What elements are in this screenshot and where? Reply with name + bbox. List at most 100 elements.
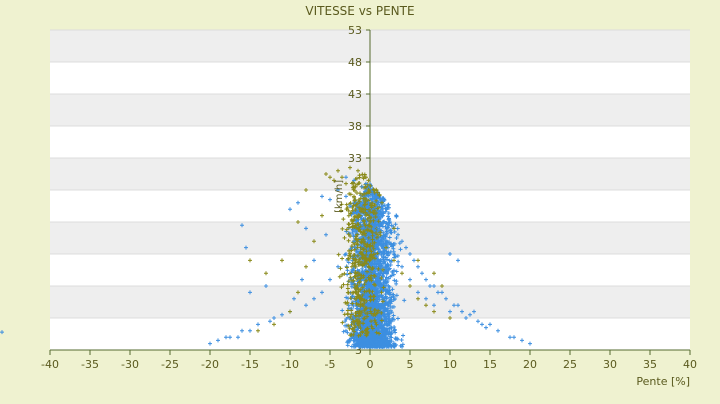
data-point xyxy=(381,342,386,347)
data-point xyxy=(380,273,385,278)
data-point xyxy=(381,251,386,256)
x-tick-label: -15 xyxy=(241,358,259,371)
data-point xyxy=(385,322,390,327)
data-point xyxy=(444,296,448,301)
data-point xyxy=(391,246,396,251)
data-point xyxy=(408,277,412,282)
data-point xyxy=(356,215,361,220)
data-point xyxy=(369,319,374,324)
data-point xyxy=(374,322,379,327)
data-point xyxy=(394,293,399,298)
data-point xyxy=(280,312,284,317)
data-point xyxy=(448,252,452,256)
data-point xyxy=(353,184,358,189)
data-point xyxy=(366,235,371,240)
data-point xyxy=(344,175,348,180)
data-point xyxy=(376,317,381,322)
data-point xyxy=(391,292,396,297)
data-point xyxy=(416,258,420,263)
chart-title: VITESSE vs PENTE xyxy=(305,4,414,18)
data-point xyxy=(368,239,372,244)
data-point xyxy=(369,267,374,272)
data-point xyxy=(366,256,371,261)
data-point xyxy=(358,296,363,301)
data-point xyxy=(432,303,436,308)
data-point xyxy=(351,218,356,223)
data-point xyxy=(369,278,374,283)
data-point xyxy=(378,230,383,235)
data-point xyxy=(364,332,369,337)
data-point xyxy=(360,184,364,189)
data-point xyxy=(520,338,524,343)
data-point xyxy=(356,273,361,278)
data-point xyxy=(376,247,381,252)
data-point xyxy=(371,273,376,278)
data-point xyxy=(356,168,360,173)
data-point xyxy=(320,213,324,218)
data-point xyxy=(381,210,386,215)
data-point xyxy=(375,259,380,264)
x-tick-label: 5 xyxy=(407,358,414,371)
data-point xyxy=(395,253,400,258)
data-point xyxy=(352,210,356,215)
data-point xyxy=(341,282,346,287)
data-point xyxy=(354,318,359,323)
data-point xyxy=(346,339,351,344)
data-point xyxy=(339,285,344,290)
data-point xyxy=(391,304,396,309)
data-point xyxy=(382,219,387,224)
data-point xyxy=(383,286,388,291)
data-point xyxy=(244,245,248,250)
data-point xyxy=(496,328,500,333)
data-point xyxy=(399,338,404,343)
data-point xyxy=(393,254,398,259)
data-point xyxy=(361,304,366,309)
data-point xyxy=(353,257,358,262)
data-point xyxy=(354,301,359,306)
data-point xyxy=(353,337,358,342)
data-point xyxy=(384,316,389,321)
data-point xyxy=(292,296,296,301)
data-point xyxy=(448,309,452,314)
data-point xyxy=(280,258,284,263)
x-tick-label: 30 xyxy=(603,358,617,371)
data-point xyxy=(339,202,344,207)
data-point xyxy=(384,207,389,212)
data-point xyxy=(388,274,393,279)
data-point xyxy=(350,205,355,210)
data-point xyxy=(379,318,384,323)
x-tick-label: -20 xyxy=(201,358,219,371)
data-point xyxy=(343,319,348,324)
data-point xyxy=(372,308,377,313)
data-point xyxy=(349,344,354,349)
data-point xyxy=(371,342,376,347)
data-point xyxy=(268,319,272,324)
data-point xyxy=(344,252,348,256)
data-point xyxy=(388,299,393,304)
data-point xyxy=(349,312,354,317)
data-point xyxy=(379,276,384,281)
data-point xyxy=(374,311,379,316)
data-point xyxy=(376,280,381,285)
data-point xyxy=(368,248,373,253)
data-point xyxy=(372,312,377,317)
data-point xyxy=(366,344,371,349)
x-tick-label: 35 xyxy=(643,358,657,371)
data-point xyxy=(400,264,404,269)
data-point xyxy=(388,242,393,247)
data-point xyxy=(416,290,420,295)
data-point xyxy=(312,296,316,301)
data-point xyxy=(362,282,367,287)
data-point xyxy=(358,301,363,306)
data-point xyxy=(368,328,372,333)
data-point xyxy=(400,271,404,276)
data-point xyxy=(386,253,391,258)
data-point xyxy=(375,276,380,281)
data-point xyxy=(362,203,367,208)
data-point xyxy=(359,239,364,244)
data-point xyxy=(360,226,364,231)
x-tick-label: -35 xyxy=(81,358,99,371)
data-point xyxy=(345,268,350,273)
data-point xyxy=(346,323,351,328)
data-point xyxy=(360,269,365,274)
